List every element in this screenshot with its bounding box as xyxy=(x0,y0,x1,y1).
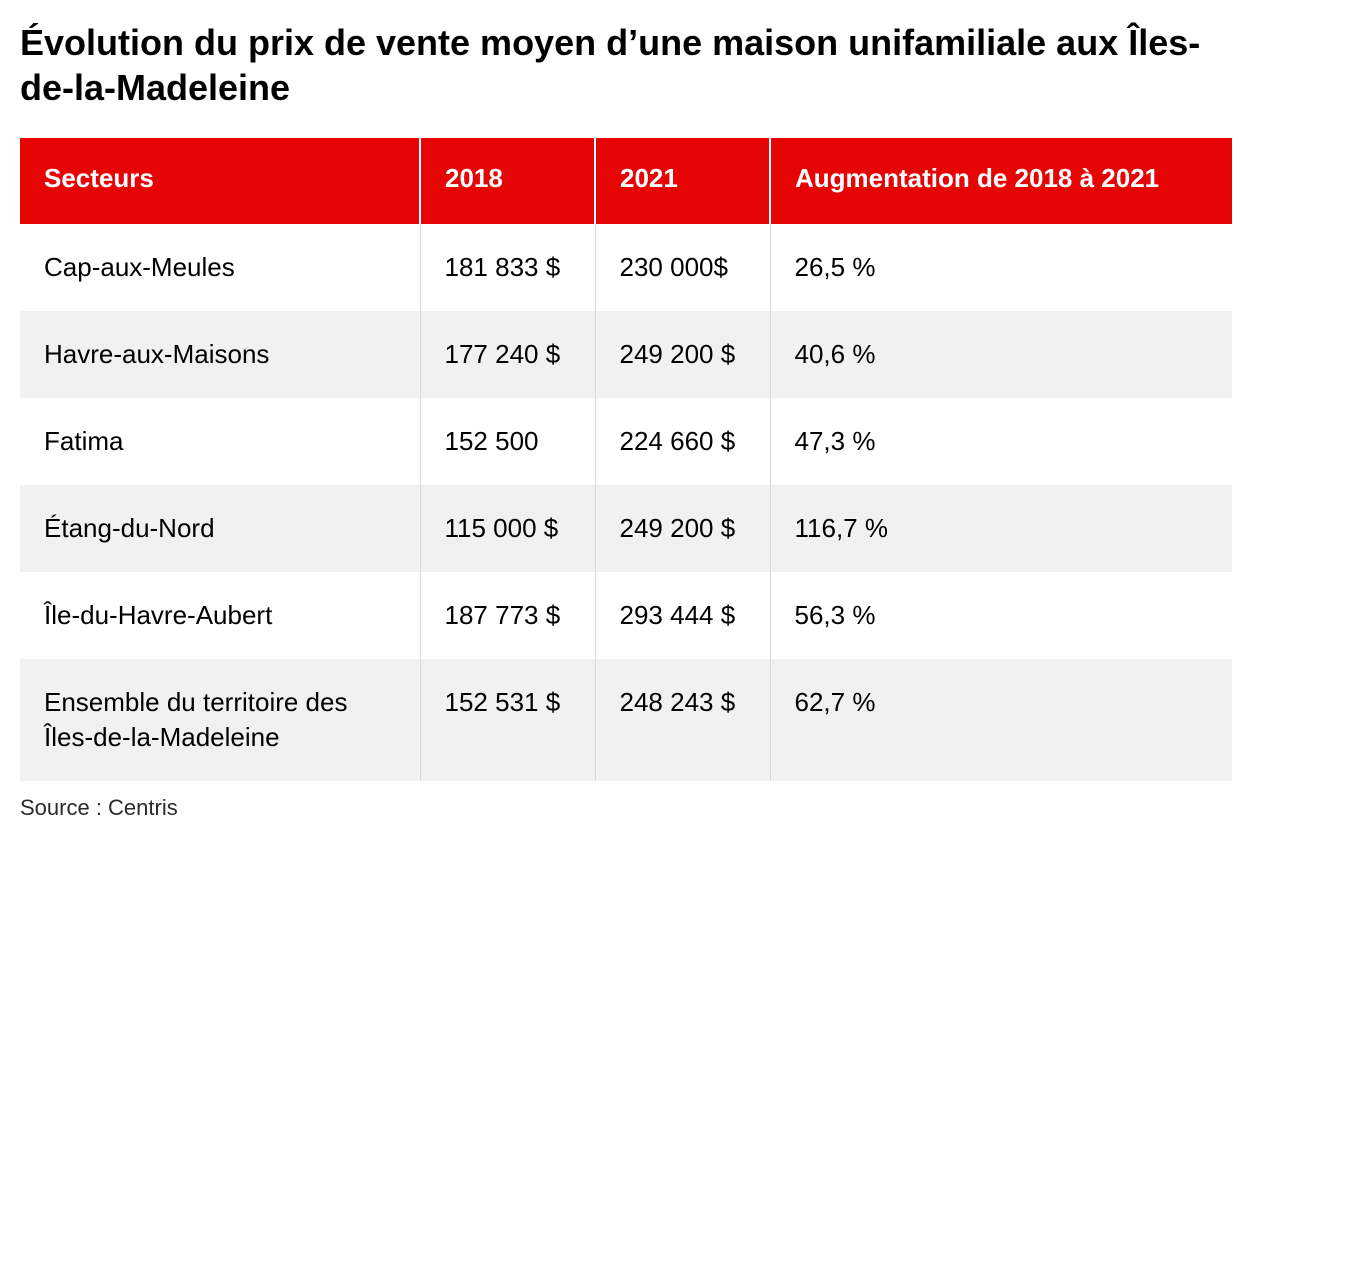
cell-2021: 230 000$ xyxy=(595,224,770,311)
cell-2021: 248 243 $ xyxy=(595,659,770,781)
table-header-row: Secteurs 2018 2021 Augmentation de 2018 … xyxy=(20,138,1232,224)
col-header-2021: 2021 xyxy=(595,138,770,224)
cell-2021: 224 660 $ xyxy=(595,398,770,485)
cell-2018: 187 773 $ xyxy=(420,572,595,659)
cell-2021: 293 444 $ xyxy=(595,572,770,659)
table-row: Fatima 152 500 224 660 $ 47,3 % xyxy=(20,398,1232,485)
col-header-secteurs: Secteurs xyxy=(20,138,420,224)
cell-2021: 249 200 $ xyxy=(595,311,770,398)
cell-2018: 181 833 $ xyxy=(420,224,595,311)
cell-2018: 115 000 $ xyxy=(420,485,595,572)
col-header-2018: 2018 xyxy=(420,138,595,224)
table-row: Île-du-Havre-Aubert 187 773 $ 293 444 $ … xyxy=(20,572,1232,659)
cell-secteur: Cap-aux-Meules xyxy=(20,224,420,311)
cell-secteur: Étang-du-Nord xyxy=(20,485,420,572)
page-title: Évolution du prix de vente moyen d’une m… xyxy=(20,20,1232,110)
table-row: Étang-du-Nord 115 000 $ 249 200 $ 116,7 … xyxy=(20,485,1232,572)
cell-secteur: Île-du-Havre-Aubert xyxy=(20,572,420,659)
col-header-augmentation: Augmentation de 2018 à 2021 xyxy=(770,138,1232,224)
cell-delta: 116,7 % xyxy=(770,485,1232,572)
source-label: Source : Centris xyxy=(20,795,1232,821)
price-evolution-table: Secteurs 2018 2021 Augmentation de 2018 … xyxy=(20,138,1232,781)
cell-delta: 47,3 % xyxy=(770,398,1232,485)
cell-2021: 249 200 $ xyxy=(595,485,770,572)
cell-2018: 152 531 $ xyxy=(420,659,595,781)
cell-2018: 177 240 $ xyxy=(420,311,595,398)
cell-delta: 40,6 % xyxy=(770,311,1232,398)
cell-2018: 152 500 xyxy=(420,398,595,485)
cell-secteur: Fatima xyxy=(20,398,420,485)
table-row: Ensemble du territoire des Îles-de-la-Ma… xyxy=(20,659,1232,781)
table-row: Cap-aux-Meules 181 833 $ 230 000$ 26,5 % xyxy=(20,224,1232,311)
table-row: Havre-aux-Maisons 177 240 $ 249 200 $ 40… xyxy=(20,311,1232,398)
cell-secteur: Havre-aux-Maisons xyxy=(20,311,420,398)
cell-delta: 62,7 % xyxy=(770,659,1232,781)
cell-secteur: Ensemble du territoire des Îles-de-la-Ma… xyxy=(20,659,420,781)
cell-delta: 56,3 % xyxy=(770,572,1232,659)
cell-delta: 26,5 % xyxy=(770,224,1232,311)
